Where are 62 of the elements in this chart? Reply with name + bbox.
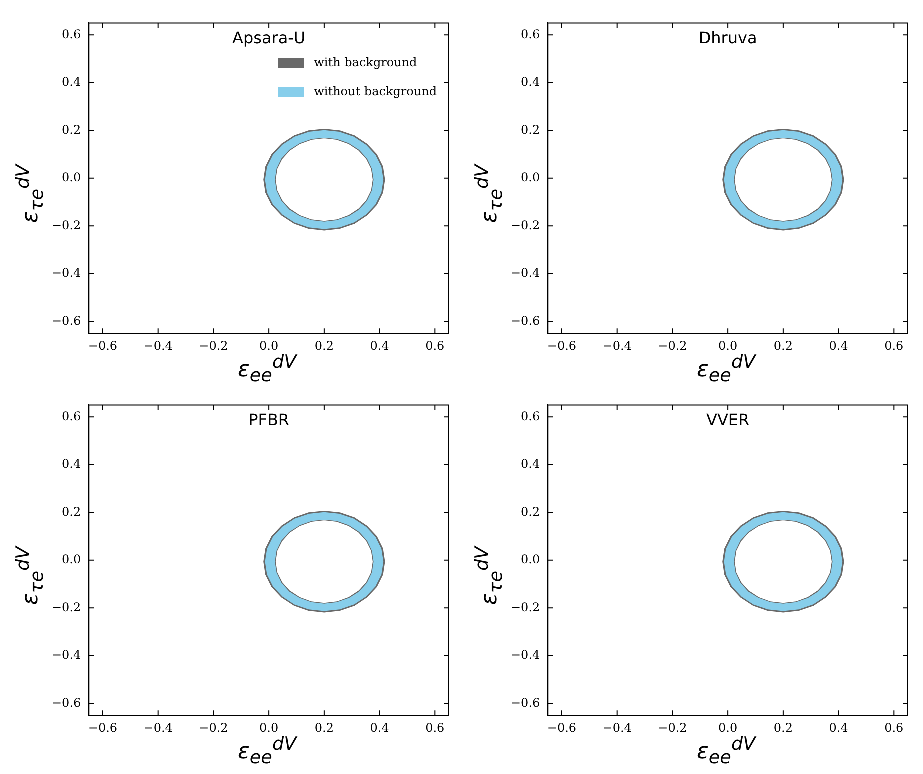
y-tick-label: 0.2 bbox=[62, 504, 82, 519]
x-tick-label: −0.6 bbox=[88, 720, 118, 735]
y-tick-label: −0.4 bbox=[511, 266, 540, 280]
x-tick-label: 0.6 bbox=[426, 720, 445, 735]
chart-title: PFBR bbox=[248, 410, 290, 430]
y-tick-label: −0.6 bbox=[511, 696, 540, 710]
x-tick-label: −0.2 bbox=[658, 720, 688, 735]
chart-title: VVER bbox=[706, 410, 750, 430]
chart-title: Dhruva bbox=[698, 28, 758, 48]
x-tick-label: −0.2 bbox=[199, 338, 228, 353]
y-tick-label: −0.4 bbox=[511, 648, 540, 662]
x-tick-label: 0.0 bbox=[718, 720, 738, 735]
x-tick-label: 0.6 bbox=[884, 720, 904, 735]
y-tick-label: 0.2 bbox=[521, 122, 540, 137]
x-tick-label: 0.2 bbox=[774, 720, 793, 735]
y-tick-label: −0.2 bbox=[511, 600, 540, 614]
x-tick-label: −0.4 bbox=[602, 720, 632, 735]
y-tick-label: −0.2 bbox=[511, 218, 540, 232]
y-tick-label: 0.6 bbox=[62, 27, 82, 42]
y-tick-label: 0.0 bbox=[62, 170, 82, 185]
y-tick-label: 0.0 bbox=[521, 552, 540, 567]
y-tick-label: 0.6 bbox=[62, 409, 82, 424]
x-tick-label: 0.0 bbox=[260, 338, 279, 353]
y-tick-label: 0.4 bbox=[521, 75, 540, 90]
x-tick-label: −0.6 bbox=[88, 338, 118, 353]
y-tick-label: 0.4 bbox=[62, 75, 82, 90]
y-tick-label: −0.4 bbox=[52, 266, 82, 280]
x-tick-label: −0.4 bbox=[602, 338, 632, 353]
y-tick-label: −0.6 bbox=[52, 314, 82, 328]
x-tick-label: 0.2 bbox=[774, 338, 793, 353]
y-tick-label: −0.4 bbox=[52, 648, 82, 662]
y-tick-label: 0.6 bbox=[521, 409, 540, 424]
legend-label: with background bbox=[314, 55, 418, 70]
legend-label: without background bbox=[314, 84, 438, 98]
x-tick-label: −0.2 bbox=[658, 338, 688, 353]
x-tick-label: −0.2 bbox=[199, 720, 228, 735]
x-tick-label: 0.6 bbox=[884, 338, 904, 353]
y-tick-label: 0.2 bbox=[62, 122, 82, 137]
x-tick-label: 0.0 bbox=[718, 338, 738, 353]
y-tick-label: 0.6 bbox=[521, 27, 540, 42]
y-tick-label: 0.4 bbox=[62, 457, 82, 472]
y-tick-label: −0.2 bbox=[52, 600, 82, 614]
y-tick-label: 0.0 bbox=[62, 552, 82, 567]
chart-title: Apsara-U bbox=[232, 28, 306, 48]
x-tick-label: 0.2 bbox=[314, 720, 334, 735]
x-tick-label: 0.0 bbox=[260, 720, 279, 735]
y-tick-label: −0.2 bbox=[52, 218, 82, 232]
y-tick-label: −0.6 bbox=[52, 696, 82, 710]
y-tick-label: 0.0 bbox=[521, 170, 540, 185]
y-tick-label: −0.6 bbox=[511, 314, 540, 328]
x-tick-label: 0.2 bbox=[314, 338, 334, 353]
x-tick-label: −0.6 bbox=[547, 338, 577, 353]
x-tick-label: 0.4 bbox=[370, 720, 390, 735]
x-tick-label: −0.6 bbox=[547, 720, 577, 735]
x-tick-label: −0.4 bbox=[144, 338, 174, 353]
x-tick-label: 0.6 bbox=[426, 338, 445, 353]
x-tick-label: 0.4 bbox=[829, 720, 849, 735]
x-tick-label: 0.4 bbox=[370, 338, 390, 353]
x-tick-label: −0.4 bbox=[144, 720, 174, 735]
y-tick-label: 0.2 bbox=[521, 504, 540, 519]
y-tick-label: 0.4 bbox=[521, 457, 540, 472]
x-tick-label: 0.4 bbox=[829, 338, 849, 353]
